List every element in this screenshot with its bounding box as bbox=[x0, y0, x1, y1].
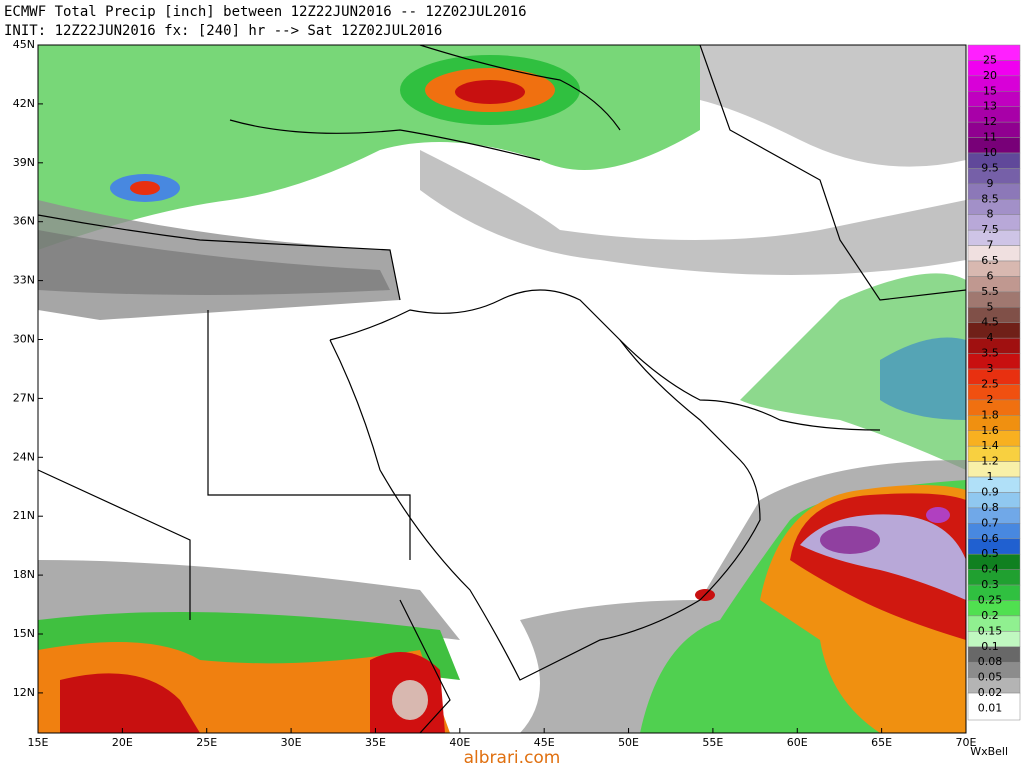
lat-label: 24N bbox=[13, 450, 35, 463]
colorbar-label: 9.5 bbox=[981, 161, 999, 174]
colorbar-label: 1.8 bbox=[981, 408, 999, 421]
colorbar-label: 7 bbox=[987, 239, 994, 252]
colorbar-label: 13 bbox=[983, 100, 997, 113]
colorbar-label: 0.7 bbox=[981, 516, 999, 529]
lat-label: 36N bbox=[13, 215, 35, 228]
lat-label: 39N bbox=[13, 156, 35, 169]
lon-label: 50E bbox=[618, 736, 639, 749]
colorbar-label: 12 bbox=[983, 115, 997, 128]
colorbar-label: 1 bbox=[987, 470, 994, 483]
colorbar-label: 1.6 bbox=[981, 424, 999, 437]
colorbar-label: 0.9 bbox=[981, 485, 999, 498]
lat-label: 33N bbox=[13, 274, 35, 287]
title: ECMWF Total Precip [inch] between 12Z22J… bbox=[4, 4, 527, 20]
lat-label: 45N bbox=[13, 38, 35, 51]
credit: WxBell bbox=[970, 745, 1008, 758]
colorbar: 252015131211109.598.587.576.565.554.543.… bbox=[967, 44, 1021, 721]
colorbar-label: 3 bbox=[987, 362, 994, 375]
colorbar-label: 4.5 bbox=[981, 316, 999, 329]
colorbar-label: 4 bbox=[987, 331, 994, 344]
colorbar-label: 15 bbox=[983, 84, 997, 97]
colorbar-label: 8.5 bbox=[981, 192, 999, 205]
colorbar-label: 2 bbox=[987, 393, 994, 406]
colorbar-label: 0.01 bbox=[978, 701, 1003, 714]
lat-label: 12N bbox=[13, 686, 35, 699]
latitude-axis: 45N 42N 39N 36N 33N 30N 27N 24N 21N 18N 15N 12N bbox=[13, 38, 43, 699]
colorbar-label: 9 bbox=[987, 177, 994, 190]
colorbar-label: 0.25 bbox=[978, 593, 1003, 606]
lon-label: 15E bbox=[28, 736, 49, 749]
colorbar-label: 0.5 bbox=[981, 547, 999, 560]
colorbar-label: 6.5 bbox=[981, 254, 999, 267]
colorbar-label: 5 bbox=[987, 300, 994, 313]
colorbar-label: 0.6 bbox=[981, 532, 999, 545]
colorbar-label: 0.05 bbox=[978, 671, 1003, 684]
watermark: albrari.com bbox=[464, 748, 561, 768]
colorbar-label: 2.5 bbox=[981, 377, 999, 390]
lon-label: 30E bbox=[281, 736, 302, 749]
lon-label: 70E bbox=[956, 736, 977, 749]
colorbar-label: 0.8 bbox=[981, 501, 999, 514]
lat-label: 27N bbox=[13, 391, 35, 404]
colorbar-label: 0.3 bbox=[981, 578, 999, 591]
lat-label: 30N bbox=[13, 333, 35, 346]
colorbar-label: 11 bbox=[983, 131, 997, 144]
colorbar-label: 0.15 bbox=[978, 624, 1003, 637]
colorbar-label: 6 bbox=[987, 269, 994, 282]
colorbar-label: 0.4 bbox=[981, 563, 999, 576]
precip-field bbox=[38, 45, 966, 733]
colorbar-label: 3.5 bbox=[981, 347, 999, 360]
colorbar-label: 8 bbox=[987, 208, 994, 221]
lon-label: 60E bbox=[787, 736, 808, 749]
subtitle: INIT: 12Z22JUN2016 fx: [240] hr --> Sat … bbox=[4, 23, 442, 39]
colorbar-label: 25 bbox=[983, 53, 997, 66]
colorbar-label: 0.2 bbox=[981, 609, 999, 622]
colorbar-label: 1.4 bbox=[981, 439, 999, 452]
longitude-axis: 15E 20E 25E 30E 35E 40E 45E 50E 55E 60E 65E 70E bbox=[28, 728, 977, 749]
lon-label: 35E bbox=[365, 736, 386, 749]
lon-label: 40E bbox=[449, 736, 470, 749]
lat-label: 15N bbox=[13, 627, 35, 640]
lon-label: 55E bbox=[702, 736, 723, 749]
lon-label: 65E bbox=[871, 736, 892, 749]
colorbar-label: 5.5 bbox=[981, 285, 999, 298]
lon-label: 20E bbox=[112, 736, 133, 749]
colorbar-label: 10 bbox=[983, 146, 997, 159]
colorbar-label: 0.08 bbox=[978, 655, 1003, 668]
colorbar-label: 0.1 bbox=[981, 640, 999, 653]
lat-label: 21N bbox=[13, 509, 35, 522]
colorbar-label: 1.2 bbox=[981, 455, 999, 468]
colorbar-label: 7.5 bbox=[981, 223, 999, 236]
colorbar-label: 20 bbox=[983, 69, 997, 82]
colorbar-label: 0.02 bbox=[978, 686, 1003, 699]
color-swatch bbox=[967, 692, 1021, 721]
lat-label: 18N bbox=[13, 568, 35, 581]
map-frame bbox=[37, 44, 967, 734]
lat-label: 42N bbox=[13, 97, 35, 110]
lon-label: 45E bbox=[534, 736, 555, 749]
lon-label: 25E bbox=[196, 736, 217, 749]
